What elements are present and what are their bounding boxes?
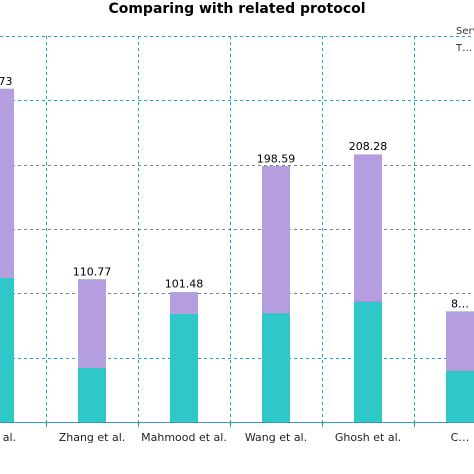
data-label: 198.59: [257, 152, 296, 165]
bar-segment-series2: [446, 311, 474, 371]
legend-entry: Serv…: [456, 26, 474, 37]
bar-segment-series1: [170, 313, 198, 422]
data-label: …73: [0, 75, 13, 88]
bar-segment-series1: [78, 367, 106, 422]
bar-segment-series2: [354, 154, 382, 302]
bar-segment-series2: [78, 279, 106, 368]
x-tick-label: Mahmood et al.: [141, 431, 227, 444]
bar-segment-series1: [0, 277, 14, 422]
legend-entry: T…: [455, 43, 472, 54]
data-label: 208.28: [349, 140, 388, 153]
bar-segment-series1: [446, 370, 474, 422]
chart-title: Comparing with related protocol: [108, 1, 366, 17]
x-tick-label: C…: [451, 431, 470, 444]
bar-segment-series2: [170, 292, 198, 314]
bar-segment-series1: [262, 312, 290, 422]
x-tick-label: Zhang et al.: [59, 431, 126, 444]
data-label: 8…: [451, 297, 469, 310]
data-label: 101.48: [165, 277, 204, 290]
x-tick-label: Ghosh et al.: [335, 431, 401, 444]
bar-segment-series2: [262, 165, 290, 313]
x-tick-label: …t al.: [0, 431, 16, 444]
bar-segment-series2: [0, 88, 14, 278]
bar-segment-series1: [354, 301, 382, 422]
data-label: 110.77: [73, 265, 112, 278]
x-tick-label: Wang et al.: [245, 431, 307, 444]
